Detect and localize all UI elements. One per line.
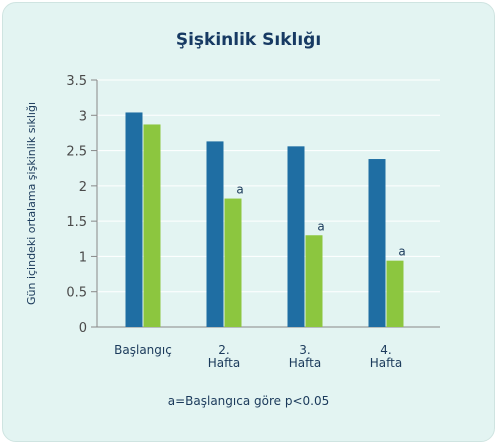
x-category-label: Hafta <box>208 356 240 370</box>
bar-series2-1 <box>143 124 161 328</box>
chart-title: Şişkinlik Sıklığı <box>175 30 322 50</box>
x-category-label: Başlangıç <box>114 343 172 357</box>
bar-series1-1 <box>125 112 143 327</box>
y-tick-label: 0.5 <box>66 286 87 301</box>
x-category-label: Hafta <box>289 356 321 370</box>
bar-series2-3 <box>305 235 323 327</box>
x-category-label: Hafta <box>370 356 402 370</box>
y-tick-label: 1.5 <box>66 215 87 230</box>
bar-series1-2 <box>206 141 224 327</box>
bar-series1-3 <box>287 146 305 327</box>
significance-annotation: a <box>236 183 243 197</box>
x-category-label: 4. <box>380 343 391 357</box>
y-tick-label: 1 <box>79 250 87 265</box>
bar-series2-4 <box>386 260 404 327</box>
x-category-label: 2. <box>218 343 229 357</box>
y-tick-label: 2.5 <box>66 145 87 160</box>
significance-annotation: a <box>398 245 405 259</box>
y-tick-label: 3.5 <box>66 74 87 89</box>
bar-series2-2 <box>224 198 242 327</box>
bar-series1-4 <box>368 159 386 327</box>
y-tick-label: 3 <box>79 109 87 124</box>
y-tick-label: 2 <box>79 180 87 195</box>
y-axis-label: Gün içindeki ortalama şişkinlik sıklığı <box>25 102 38 305</box>
chart-footnote: a=Başlangıca göre p<0.05 <box>167 394 330 408</box>
y-tick-label: 0 <box>79 321 87 336</box>
x-category-label: 3. <box>299 343 310 357</box>
significance-annotation: a <box>317 219 324 233</box>
